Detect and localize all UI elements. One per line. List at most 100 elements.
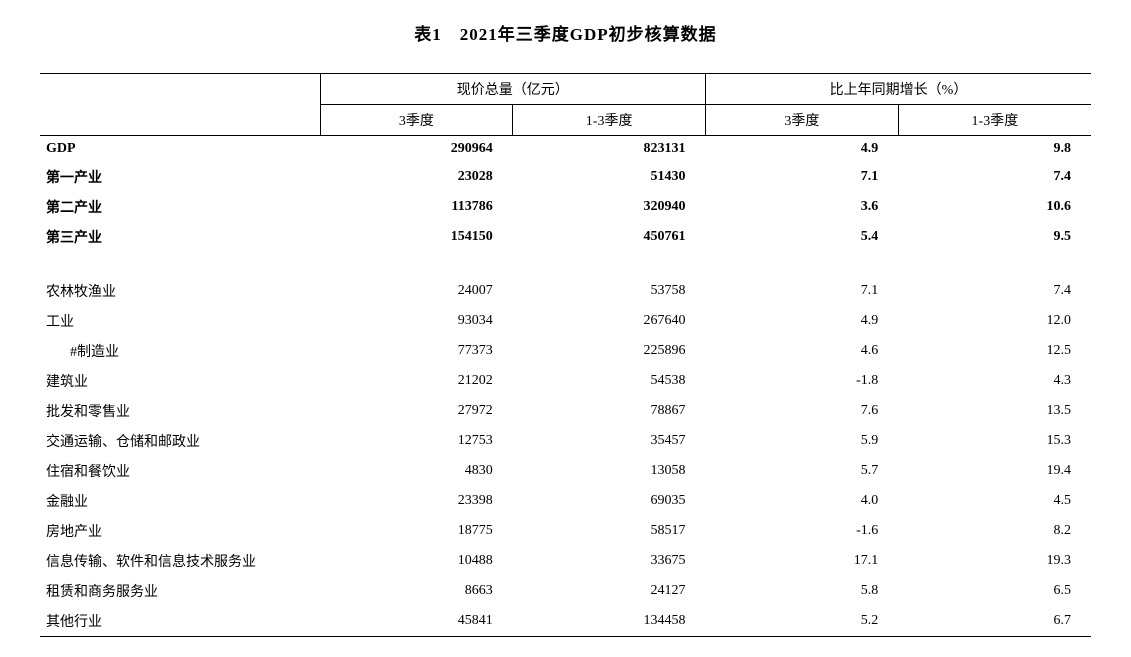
table-row: 第二产业1137863209403.610.6 (40, 192, 1091, 222)
row-label: 住宿和餐饮业 (40, 456, 320, 486)
row-label: 第二产业 (40, 192, 320, 222)
row-value: 19.3 (898, 546, 1091, 576)
row-value: 53758 (513, 276, 706, 306)
table-row: 建筑业2120254538-1.84.3 (40, 366, 1091, 396)
header-group-1: 现价总量（亿元） (320, 74, 706, 105)
row-label: 金融业 (40, 486, 320, 516)
table-row: 第一产业23028514307.17.4 (40, 162, 1091, 192)
row-value: 9.5 (898, 222, 1091, 252)
row-value: 23398 (320, 486, 513, 516)
row-label: 农林牧渔业 (40, 276, 320, 306)
row-value: 69035 (513, 486, 706, 516)
row-value: 45841 (320, 606, 513, 637)
row-value: 4.3 (898, 366, 1091, 396)
row-value: 24127 (513, 576, 706, 606)
table-row: 交通运输、仓储和邮政业12753354575.915.3 (40, 426, 1091, 456)
row-value: 15.3 (898, 426, 1091, 456)
row-label: #制造业 (40, 336, 320, 366)
row-value: 78867 (513, 396, 706, 426)
table-row: 第三产业1541504507615.49.5 (40, 222, 1091, 252)
table-title: 表1 2021年三季度GDP初步核算数据 (40, 20, 1091, 45)
row-value: 154150 (320, 222, 513, 252)
row-value: 5.9 (706, 426, 899, 456)
row-value: 7.1 (706, 276, 899, 306)
table-row: 房地产业1877558517-1.68.2 (40, 516, 1091, 546)
row-value: 134458 (513, 606, 706, 637)
row-value: 5.7 (706, 456, 899, 486)
row-value: 23028 (320, 162, 513, 192)
row-value: 93034 (320, 306, 513, 336)
row-value: 21202 (320, 366, 513, 396)
row-value: 823131 (513, 136, 706, 163)
row-value: 8663 (320, 576, 513, 606)
table-row: 批发和零售业27972788677.613.5 (40, 396, 1091, 426)
row-label: 租赁和商务服务业 (40, 576, 320, 606)
row-value: 12.5 (898, 336, 1091, 366)
row-value: 4830 (320, 456, 513, 486)
table-row: 其他行业458411344585.26.7 (40, 606, 1091, 637)
header-sub-3: 3季度 (706, 105, 899, 136)
row-value: 35457 (513, 426, 706, 456)
row-value: 4.0 (706, 486, 899, 516)
row-value: 267640 (513, 306, 706, 336)
row-value: 8.2 (898, 516, 1091, 546)
row-value: -1.8 (706, 366, 899, 396)
table-row: #制造业773732258964.612.5 (40, 336, 1091, 366)
row-value: 4.9 (706, 306, 899, 336)
row-value: 4.5 (898, 486, 1091, 516)
row-value: 17.1 (706, 546, 899, 576)
table-row: 信息传输、软件和信息技术服务业104883367517.119.3 (40, 546, 1091, 576)
row-value: 51430 (513, 162, 706, 192)
row-label: 第三产业 (40, 222, 320, 252)
row-value: 10488 (320, 546, 513, 576)
table-row: GDP2909648231314.99.8 (40, 136, 1091, 163)
row-label: 信息传输、软件和信息技术服务业 (40, 546, 320, 576)
row-label: GDP (40, 136, 320, 163)
row-value: 450761 (513, 222, 706, 252)
table-row: 住宿和餐饮业4830130585.719.4 (40, 456, 1091, 486)
table-row: 工业930342676404.912.0 (40, 306, 1091, 336)
row-label: 批发和零售业 (40, 396, 320, 426)
row-value: 9.8 (898, 136, 1091, 163)
row-value: 7.4 (898, 162, 1091, 192)
table-row: 农林牧渔业24007537587.17.4 (40, 276, 1091, 306)
header-group-2: 比上年同期增长（%） (706, 74, 1092, 105)
row-label: 交通运输、仓储和邮政业 (40, 426, 320, 456)
row-label: 第一产业 (40, 162, 320, 192)
row-value: 113786 (320, 192, 513, 222)
row-value: 27972 (320, 396, 513, 426)
table-row: 金融业23398690354.04.5 (40, 486, 1091, 516)
row-value: 5.2 (706, 606, 899, 637)
row-value: 54538 (513, 366, 706, 396)
header-sub-4: 1-3季度 (898, 105, 1091, 136)
row-value: 12.0 (898, 306, 1091, 336)
row-value: 320940 (513, 192, 706, 222)
row-value: 24007 (320, 276, 513, 306)
row-value: 3.6 (706, 192, 899, 222)
row-value: 225896 (513, 336, 706, 366)
gdp-table: 现价总量（亿元） 比上年同期增长（%） 3季度 1-3季度 3季度 1-3季度 … (40, 73, 1091, 637)
row-value: 4.6 (706, 336, 899, 366)
table-body: GDP2909648231314.99.8第一产业23028514307.17.… (40, 136, 1091, 637)
row-label: 建筑业 (40, 366, 320, 396)
row-value: 58517 (513, 516, 706, 546)
row-value: 6.7 (898, 606, 1091, 637)
row-label: 工业 (40, 306, 320, 336)
row-value: 13058 (513, 456, 706, 486)
row-value: 5.8 (706, 576, 899, 606)
table-header: 现价总量（亿元） 比上年同期增长（%） 3季度 1-3季度 3季度 1-3季度 (40, 74, 1091, 136)
row-label: 其他行业 (40, 606, 320, 637)
row-value: 7.6 (706, 396, 899, 426)
row-value: -1.6 (706, 516, 899, 546)
header-sub-1: 3季度 (320, 105, 513, 136)
row-value: 7.4 (898, 276, 1091, 306)
row-value: 4.9 (706, 136, 899, 163)
row-value: 19.4 (898, 456, 1091, 486)
row-value: 5.4 (706, 222, 899, 252)
spacer-row (40, 252, 1091, 276)
row-value: 290964 (320, 136, 513, 163)
row-value: 7.1 (706, 162, 899, 192)
row-value: 33675 (513, 546, 706, 576)
table-row: 租赁和商务服务业8663241275.86.5 (40, 576, 1091, 606)
header-blank (40, 74, 320, 136)
